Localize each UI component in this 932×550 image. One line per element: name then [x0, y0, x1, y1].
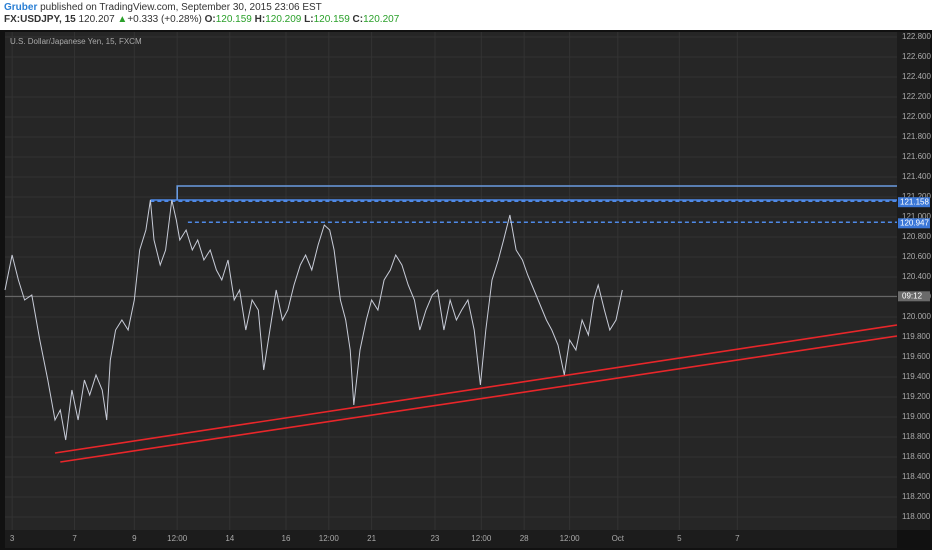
price-tag-label: 120.947: [900, 218, 929, 227]
chart-title: U.S. Dollar/Japanese Yen, 15, FXCM: [10, 37, 142, 46]
y-tick-label: 119.200: [902, 392, 931, 401]
y-tick-label: 118.200: [902, 492, 931, 501]
quote-line: FX:USDJPY, 15 120.207 ▲+0.333 (+0.28%) O…: [4, 14, 928, 26]
close: 120.207: [363, 14, 400, 25]
published: published on TradingView.com, September …: [40, 2, 322, 13]
arrow: ▲: [117, 14, 128, 25]
price-tag-label: 121.158: [900, 197, 929, 206]
x-tick-label: 12:00: [560, 534, 581, 543]
y-tick-label: 118.400: [902, 472, 931, 481]
x-tick-label: 5: [677, 534, 682, 543]
y-tick-label: 119.400: [902, 372, 931, 381]
price-tag: [898, 197, 930, 208]
l-label: L:: [304, 14, 314, 25]
y-tick-label: 120.000: [902, 312, 931, 321]
o-label: O:: [204, 14, 216, 25]
y-tick-label: 122.000: [902, 112, 931, 121]
x-tick-label: Oct: [612, 534, 625, 543]
last: 120.207: [78, 14, 115, 25]
publish-line: Gruber published on TradingView.com, Sep…: [4, 2, 928, 14]
y-tick-label: 120.800: [902, 232, 931, 241]
y-tick-label: 120.600: [902, 252, 931, 261]
x-tick-label: 16: [282, 534, 291, 543]
x-tick-label: 28: [520, 534, 529, 543]
author[interactable]: Gruber: [4, 2, 38, 13]
drawing-line: [60, 335, 898, 463]
y-tick-label: 119.600: [902, 352, 931, 361]
symbol: FX:USDJPY, 15: [4, 14, 76, 25]
x-tick-label: 7: [72, 534, 77, 543]
y-tick-label: 122.200: [902, 92, 931, 101]
change: +0.333 (+0.28%): [127, 14, 202, 25]
price-line: [4, 199, 623, 441]
c-label: C:: [352, 14, 364, 25]
x-tick-label: 14: [225, 534, 234, 543]
low: 120.159: [313, 14, 350, 25]
x-tick-label: 7: [735, 534, 740, 543]
y-tick-label: 118.800: [902, 432, 931, 441]
h-label: H:: [254, 14, 266, 25]
header: Gruber published on TradingView.com, Sep…: [0, 0, 932, 30]
chart: 118.000 118.200 118.400 118.600 118.800 119.0…: [0, 30, 932, 550]
y-tick-label: 121.400: [902, 172, 931, 181]
x-tick-label: 3: [10, 534, 15, 543]
x-tick-label: 12:00: [471, 534, 492, 543]
price-tag: [898, 218, 930, 229]
x-tick-label: 12:00: [319, 534, 340, 543]
x-tick-label: 9: [132, 534, 137, 543]
y-tick-label: 122.400: [902, 72, 931, 81]
x-tick-label: 23: [430, 534, 439, 543]
x-tick-label: 21: [367, 534, 376, 543]
time-axis: [5, 530, 897, 548]
price-axis: [897, 32, 930, 530]
plot-area: [5, 32, 897, 530]
y-tick-label: 118.600: [902, 452, 931, 461]
y-tick-label: 121.200: [902, 192, 931, 201]
y-tick-label: 118.000: [902, 512, 931, 521]
open: 120.159: [215, 14, 252, 25]
x-tick-label: 12:00: [167, 534, 188, 543]
y-tick-label: 121.000: [902, 212, 931, 221]
drawing-line: [54, 324, 898, 454]
countdown-tag: [898, 291, 930, 302]
y-tick-label: 121.800: [902, 132, 931, 141]
y-tick-label: 119.800: [902, 332, 931, 341]
y-tick-label: 120.400: [902, 272, 931, 281]
y-tick-label: 122.600: [902, 52, 931, 61]
y-tick-label: 121.600: [902, 152, 931, 161]
y-tick-label: 122.800: [902, 32, 931, 41]
y-tick-label: 119.000: [902, 412, 931, 421]
high: 120.209: [265, 14, 302, 25]
countdown-label: 09:12: [902, 291, 923, 300]
drawing-line: [176, 185, 897, 200]
